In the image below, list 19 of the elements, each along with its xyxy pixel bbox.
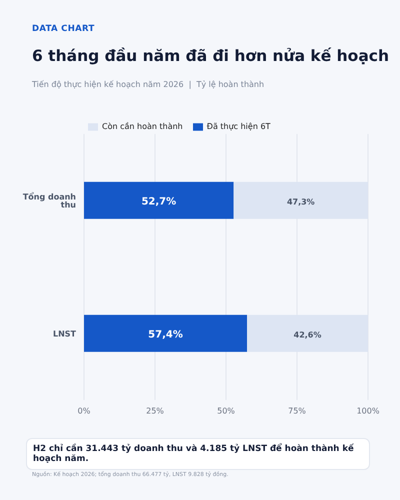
legend-label: Đã thực hiện 6T [206, 122, 270, 132]
bar [84, 314, 248, 352]
y-tick-label: LNST [52, 329, 77, 338]
x-tick-label: 75% [288, 406, 306, 416]
chart-subtitle: Tiến độ thực hiện kế hoạch năm 2026 | Tỷ lệ hoàn thành [32, 80, 264, 89]
data-label: 42,6% [294, 330, 322, 340]
x-tick-label: 100% [356, 406, 380, 416]
text: H2 chỉ cần 31.443 tỷ doanh thu và 4.185 tỷ LNST để hoàn thành kế hoạch năm. [26, 438, 370, 470]
y-tick-label: Tổng doanh thu [22, 191, 76, 210]
data-label: 52,7% [141, 196, 176, 208]
bar [84, 182, 234, 219]
text: DATA CHART [32, 24, 95, 34]
legend-label: Còn cần hoàn thành [102, 122, 183, 132]
data-label: 57,4% [148, 329, 183, 340]
x-tick-label: 50% [217, 406, 236, 416]
data-label: 47,3% [286, 197, 315, 206]
chart-title: 6 tháng đầu năm đã đi hơn nửa kế hoạch [32, 47, 390, 65]
x-tick-label: 0% [78, 406, 91, 416]
x-tick-label: 25% [146, 406, 164, 416]
